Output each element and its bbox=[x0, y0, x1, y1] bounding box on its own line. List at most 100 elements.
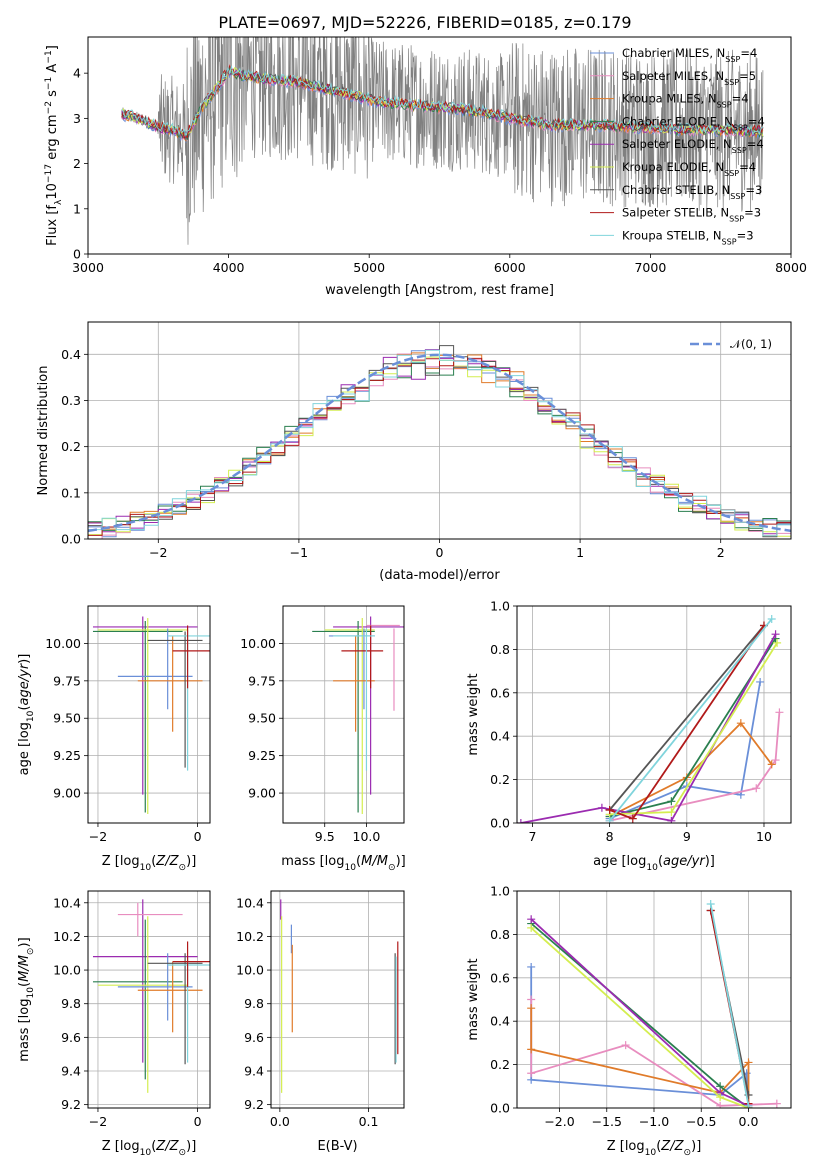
y-tick-label: 9.00 bbox=[248, 786, 276, 801]
weight-marker bbox=[772, 1099, 781, 1108]
weight-marker bbox=[767, 760, 776, 769]
figure-title: PLATE=0697, MJD=52226, FIBERID=0185, z=0… bbox=[218, 13, 631, 32]
weight-line-chabrier-miles bbox=[609, 681, 761, 820]
axes-age-vs-mass: 9.5 10.0 9.00 9.25 9.50 9.75 10.00 mass [log10(… bbox=[240, 605, 406, 873]
weight-marker bbox=[756, 677, 765, 686]
y-tick-label: 9.4 bbox=[244, 1063, 264, 1078]
plot-area-age-vs-mass bbox=[312, 616, 404, 815]
x-tick-label: 7 bbox=[528, 829, 536, 844]
y-tick-label: 3 bbox=[73, 111, 81, 126]
y-tick-label: 2 bbox=[73, 156, 81, 171]
legend-entry: Chabrier STELIB, NSSP=3 bbox=[622, 183, 762, 201]
y-tick-label: 10.0 bbox=[53, 963, 81, 978]
legend-entry: Salpeter ELODIE, NSSP=4 bbox=[622, 137, 764, 155]
x-axis-label: wavelength [Angstrom, rest frame] bbox=[325, 283, 554, 298]
weight-line-chabrier-stelib bbox=[608, 624, 765, 811]
axes-frame bbox=[282, 605, 405, 824]
weight-line-kroupa-stelib bbox=[709, 903, 750, 1106]
weight-marker bbox=[773, 638, 782, 647]
x-tick-label: 0 bbox=[194, 1114, 202, 1129]
legend-entry: Salpeter MILES, NSSP=5 bbox=[622, 69, 756, 87]
weight-marker bbox=[628, 814, 637, 823]
legend-entry: Salpeter STELIB, NSSP=3 bbox=[622, 206, 761, 224]
y-axis-label: mass weight bbox=[466, 673, 481, 755]
x-tick-label: −2 bbox=[149, 545, 167, 560]
x-axis-label: mass [log10(M/M⊙)] bbox=[281, 854, 405, 873]
x-tick-label: 8000 bbox=[775, 260, 807, 275]
legend-entry: Kroupa STELIB, NSSP=3 bbox=[622, 228, 754, 246]
weight-marker bbox=[775, 708, 784, 717]
x-tick-label: 8 bbox=[606, 829, 614, 844]
y-axis-label: mass [log10(M/M⊙)] bbox=[17, 937, 36, 1061]
axes-spectrum: 3000 4000 5000 6000 7000 8000 0 1 2 3 4 wavelength … bbox=[44, 36, 807, 298]
axes-frame bbox=[87, 890, 211, 1109]
x-tick-label: 0.0 bbox=[739, 1114, 759, 1129]
y-tick-label: 9.2 bbox=[244, 1097, 264, 1112]
x-tick-label: 6000 bbox=[494, 260, 526, 275]
x-tick-label: 2 bbox=[717, 545, 725, 560]
x-tick-label: 9.5 bbox=[315, 829, 335, 844]
weight-marker bbox=[527, 1004, 536, 1013]
x-tick-label: 10.0 bbox=[353, 829, 381, 844]
plot-area-weight-vs-age bbox=[517, 615, 784, 823]
weight-line-salpeter-elodie bbox=[530, 918, 749, 1107]
axes-frame bbox=[87, 36, 792, 255]
y-tick-label: 10.2 bbox=[53, 929, 81, 944]
legend-entry: 𝒩(0, 1) bbox=[730, 337, 772, 351]
y-tick-label: 0.4 bbox=[61, 347, 81, 362]
y-tick-label: 1 bbox=[73, 201, 81, 216]
weight-marker bbox=[706, 900, 715, 909]
x-tick-label: −1.5 bbox=[592, 1114, 622, 1129]
x-tick-label: −1 bbox=[290, 545, 308, 560]
weight-line-chabrier-elodie bbox=[530, 922, 750, 1108]
legend-entry: Chabrier MILES, NSSP=4 bbox=[622, 46, 757, 64]
weight-marker bbox=[767, 615, 776, 624]
weight-marker bbox=[771, 630, 780, 639]
y-tick-label: 9.50 bbox=[248, 711, 276, 726]
y-tick-label: 10.2 bbox=[236, 929, 264, 944]
weight-marker bbox=[667, 808, 676, 817]
histogram-salpeter-stelib bbox=[88, 357, 791, 536]
y-axis-label: Normed distribution bbox=[36, 366, 51, 496]
x-tick-label: −2 bbox=[89, 829, 107, 844]
y-tick-label: 9.75 bbox=[248, 673, 276, 688]
y-tick-label: 9.8 bbox=[244, 996, 264, 1011]
y-tick-label: 9.2 bbox=[61, 1097, 81, 1112]
axes-age-vs-Z: −2 0 9.00 9.25 9.50 9.75 10.00 Z [log10(Z/Z⊙)] a… bbox=[17, 605, 211, 873]
y-tick-label: 4 bbox=[73, 66, 81, 81]
x-tick-label: 3000 bbox=[72, 260, 104, 275]
x-tick-label: 0.1 bbox=[359, 1114, 379, 1129]
legend: Chabrier MILES, NSSP=4 Salpeter MILES, NS… bbox=[590, 46, 765, 246]
y-tick-label: 0.8 bbox=[490, 642, 510, 657]
weight-marker bbox=[744, 1101, 753, 1108]
axes-residuals: −2 −1 0 1 2 0.0 0.1 0.2 0.3 0.4 (data-model)/error… bbox=[36, 321, 792, 583]
weight-marker bbox=[621, 1041, 630, 1050]
y-tick-label: 0.8 bbox=[490, 927, 510, 942]
y-tick-label: 9.6 bbox=[61, 1030, 81, 1045]
weight-line-chabrier-miles bbox=[530, 967, 750, 1108]
y-axis-label: age [log10(age/yr)] bbox=[17, 654, 36, 776]
x-axis-label: Z [log10(Z/Z⊙)] bbox=[102, 854, 197, 873]
plot-area-residuals bbox=[88, 345, 791, 539]
weight-marker bbox=[716, 1101, 725, 1108]
weight-marker bbox=[527, 962, 536, 971]
x-tick-label: −0.5 bbox=[686, 1114, 716, 1129]
weight-marker bbox=[527, 923, 536, 932]
weight-marker bbox=[605, 805, 614, 814]
axes-weight-vs-age: 7 8 9 10 0.0 0.2 0.4 0.6 0.8 1.0 age [log10(age/yr… bbox=[466, 599, 792, 873]
weight-marker bbox=[752, 784, 761, 793]
axes-frame bbox=[87, 605, 211, 824]
y-tick-label: 9.25 bbox=[53, 748, 81, 763]
weight-marker bbox=[667, 797, 676, 806]
y-tick-label: 0.2 bbox=[61, 439, 81, 454]
x-tick-label: 7000 bbox=[634, 260, 666, 275]
y-tick-label: 10.0 bbox=[236, 963, 264, 978]
y-tick-label: 1.0 bbox=[490, 599, 510, 614]
x-axis-label: age [log10(age/yr)] bbox=[593, 854, 715, 873]
x-tick-label: 0 bbox=[436, 545, 444, 560]
axes-frame bbox=[516, 605, 792, 824]
y-tick-label: 0 bbox=[73, 247, 81, 262]
histogram-kroupa-stelib bbox=[88, 349, 791, 537]
legend-entry: Kroupa MILES, NSSP=4 bbox=[622, 92, 749, 110]
